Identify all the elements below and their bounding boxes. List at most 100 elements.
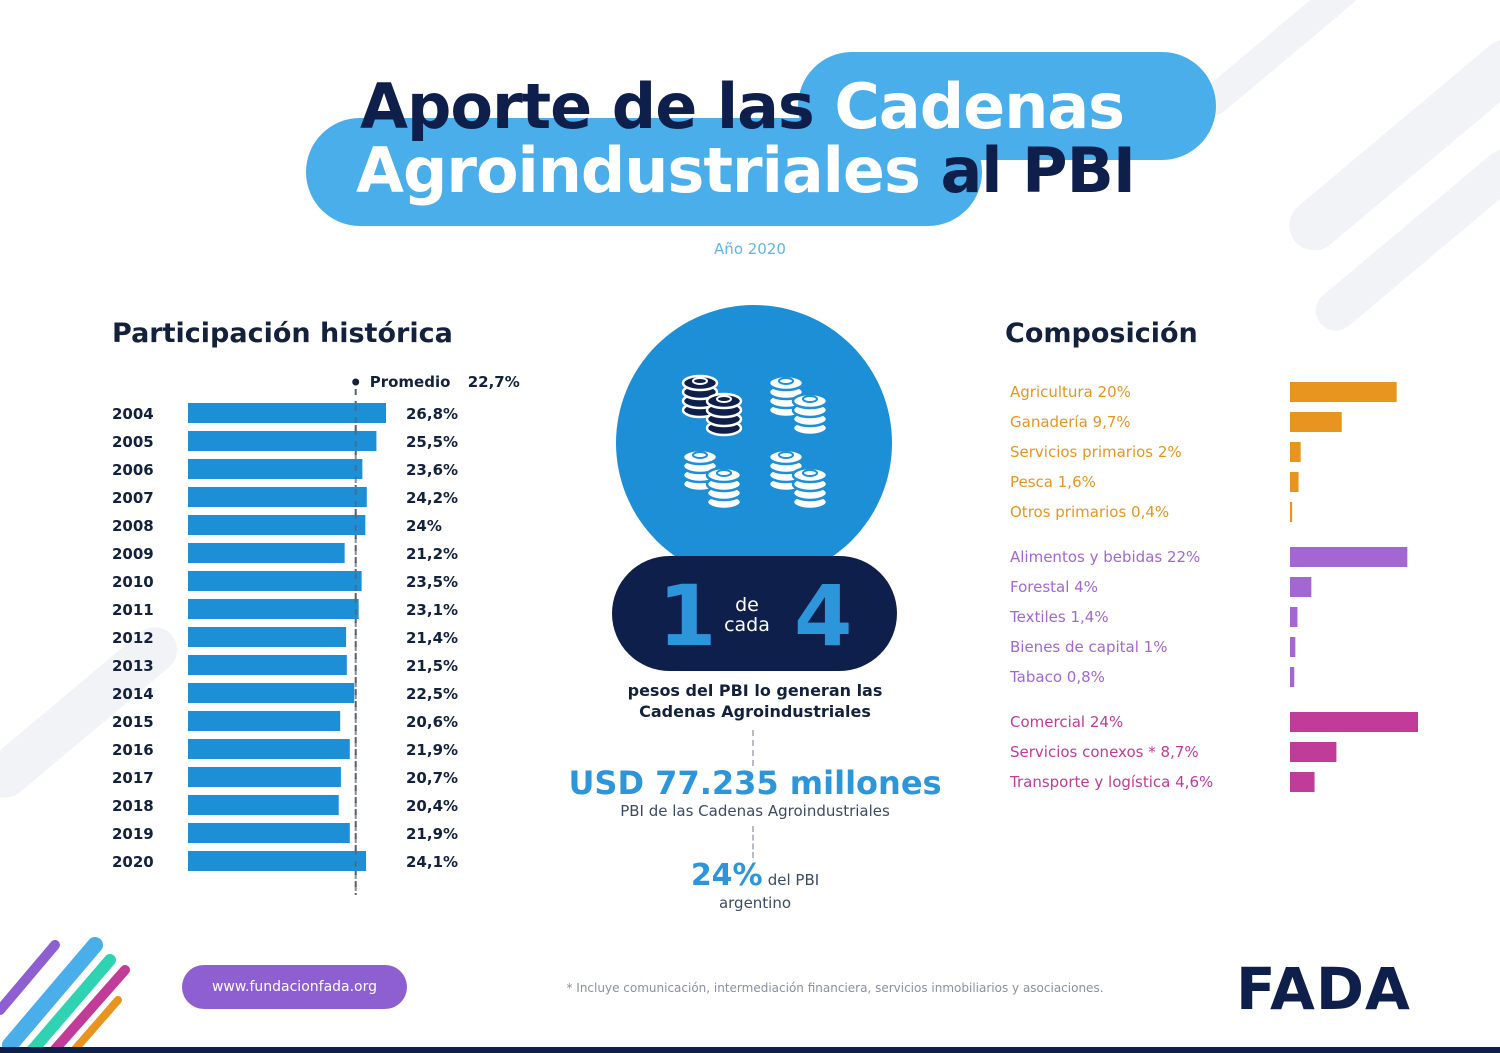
ratio-connector-2: cada: [724, 614, 770, 636]
title-line-2: Agroindustriales al PBI: [356, 134, 1136, 207]
history-bar: [188, 571, 362, 591]
year-label: 2017: [112, 769, 154, 787]
usd-value: USD 77.235 millones: [568, 764, 942, 802]
history-bar: [188, 795, 339, 815]
pct-value: 24%: [690, 858, 763, 893]
ratio-caption-2: Cadenas Agroindustriales: [639, 702, 871, 721]
history-bar: [188, 655, 347, 675]
history-bar: [188, 711, 341, 731]
history-bar: [188, 431, 377, 451]
usd-label: PBI de las Cadenas Agroindustriales: [620, 802, 890, 820]
composition-bar: [1290, 712, 1418, 732]
history-bar: [188, 739, 350, 759]
history-bar: [188, 851, 367, 871]
composition-label: Bienes de capital 1%: [1010, 638, 1167, 656]
composition-label: Ganadería 9,7%: [1010, 413, 1131, 431]
history-bar: [188, 459, 363, 479]
composition-label: Transporte y logística 4,6%: [1009, 773, 1213, 791]
composition-bar: [1290, 742, 1337, 762]
composition-label: Agricultura 20%: [1010, 383, 1131, 401]
composition-label: Forestal 4%: [1010, 578, 1098, 596]
history-value-label: 23,1%: [406, 601, 458, 619]
composition-bar: [1290, 472, 1299, 492]
year-label: 2009: [112, 545, 154, 563]
history-value-label: 24,2%: [406, 489, 458, 507]
history-value-label: 21,9%: [406, 741, 458, 759]
history-bar: [188, 543, 345, 563]
composition-bar: [1290, 382, 1397, 402]
center-divider: [752, 826, 754, 858]
title-part-highlight: Agroindustriales: [356, 134, 921, 207]
average-marker: [352, 378, 360, 386]
coin-mark: [802, 395, 818, 403]
coin-mark: [716, 469, 732, 477]
subtitle-year: Año 2020: [714, 240, 786, 258]
ratio-pill: 1 de cada 4: [612, 556, 897, 671]
year-label: 2004: [112, 405, 154, 423]
decorative-corner-graphic: [0, 937, 130, 1053]
history-value-label: 21,2%: [406, 545, 458, 563]
year-label: 2020: [112, 853, 154, 871]
year-label: 2014: [112, 685, 154, 703]
history-value-label: 20,7%: [406, 769, 458, 787]
coin-mark: [778, 377, 794, 385]
history-value-label: 24%: [406, 517, 442, 535]
composition-bar: [1290, 547, 1408, 567]
history-bar: [188, 823, 350, 843]
year-label: 2005: [112, 433, 154, 451]
title-part: Aporte de las: [360, 70, 815, 143]
history-bar: [188, 403, 386, 423]
ratio-connector-1: de: [735, 594, 759, 616]
history-value-label: 22,5%: [406, 685, 458, 703]
composition-bar-chart: Agricultura 20% Ganadería 9,7% Servicios p…: [1009, 382, 1418, 792]
footnote: * Incluye comunicación, intermediación f…: [566, 981, 1104, 995]
historical-chart-title: Participación histórica: [112, 318, 453, 349]
year-label: 2012: [112, 629, 154, 647]
year-label: 2013: [112, 657, 154, 675]
history-value-label: 21,4%: [406, 629, 458, 647]
fada-logo: FADA: [1236, 955, 1411, 1023]
history-value-label: 25,5%: [406, 433, 458, 451]
title-highlight-pill-bottom: [306, 118, 982, 226]
pct-label: del PBI: [767, 871, 820, 889]
historical-bar-chart: Promedio 22,7% 2004 26,8% 2005 25,5% 2006 23,6%…: [112, 373, 520, 895]
year-label: 2007: [112, 489, 154, 507]
website-link[interactable]: www.fundacionfada.org: [182, 965, 407, 1009]
title-part-highlight: Cadenas: [834, 70, 1125, 143]
composition-bar: [1290, 667, 1295, 687]
composition-label: Otros primarios 0,4%: [1010, 503, 1169, 521]
history-bar: [188, 627, 347, 647]
coin-mark: [692, 377, 708, 385]
year-label: 2006: [112, 461, 154, 479]
pct-label-2: argentino: [718, 894, 792, 912]
composition-label: Servicios conexos * 8,7%: [1010, 743, 1199, 761]
coin-mark: [716, 395, 732, 403]
bottom-bar: [0, 1047, 1500, 1053]
composition-bar: [1290, 412, 1342, 432]
year-label: 2016: [112, 741, 154, 759]
history-bar: [188, 767, 341, 787]
ratio-denominator: 4: [794, 567, 853, 665]
center-divider: [752, 730, 754, 766]
composition-bar: [1290, 442, 1301, 462]
year-label: 2018: [112, 797, 154, 815]
year-label: 2015: [112, 713, 154, 731]
history-value-label: 21,9%: [406, 825, 458, 843]
composition-chart-title: Composición: [1005, 318, 1198, 349]
history-bar: [188, 599, 359, 619]
history-bar: [188, 683, 355, 703]
history-value-label: 24,1%: [406, 853, 458, 871]
decorative-stripe: [1193, 0, 1367, 121]
pct-line: 24% del PBI: [560, 858, 950, 893]
history-value-label: 20,6%: [406, 713, 458, 731]
ratio-caption-1: pesos del PBI lo generan las: [627, 681, 883, 700]
coins-icon: [681, 374, 829, 511]
composition-bar: [1290, 637, 1296, 657]
coin-mark: [802, 469, 818, 477]
history-bar: [188, 515, 366, 535]
year-label: 2011: [112, 601, 154, 619]
history-value-label: 23,6%: [406, 461, 458, 479]
ratio-numerator: 1: [658, 567, 717, 665]
title-line-1: Aporte de las Cadenas: [360, 70, 1125, 143]
